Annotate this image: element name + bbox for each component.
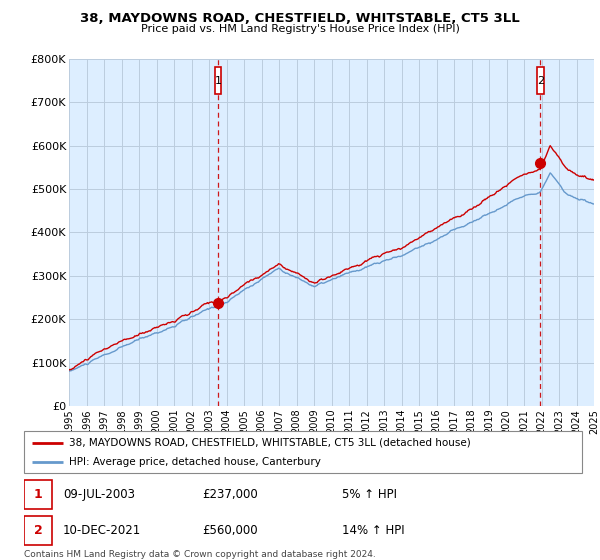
Text: 2: 2 <box>537 76 544 86</box>
Text: 09-JUL-2003: 09-JUL-2003 <box>63 488 135 501</box>
Text: 1: 1 <box>34 488 43 501</box>
FancyBboxPatch shape <box>538 67 544 94</box>
Text: 10-DEC-2021: 10-DEC-2021 <box>63 524 142 537</box>
Text: £560,000: £560,000 <box>203 524 258 537</box>
FancyBboxPatch shape <box>24 479 52 509</box>
Text: 1: 1 <box>215 76 221 86</box>
Text: Contains HM Land Registry data © Crown copyright and database right 2024.
This d: Contains HM Land Registry data © Crown c… <box>24 550 376 560</box>
FancyBboxPatch shape <box>24 516 52 545</box>
Text: Price paid vs. HM Land Registry's House Price Index (HPI): Price paid vs. HM Land Registry's House … <box>140 24 460 34</box>
Text: 2: 2 <box>34 524 43 537</box>
FancyBboxPatch shape <box>215 67 221 94</box>
FancyBboxPatch shape <box>24 431 582 473</box>
Text: HPI: Average price, detached house, Canterbury: HPI: Average price, detached house, Cant… <box>68 457 320 467</box>
Text: £237,000: £237,000 <box>203 488 259 501</box>
Text: 38, MAYDOWNS ROAD, CHESTFIELD, WHITSTABLE, CT5 3LL: 38, MAYDOWNS ROAD, CHESTFIELD, WHITSTABL… <box>80 12 520 25</box>
Text: 14% ↑ HPI: 14% ↑ HPI <box>342 524 404 537</box>
Text: 38, MAYDOWNS ROAD, CHESTFIELD, WHITSTABLE, CT5 3LL (detached house): 38, MAYDOWNS ROAD, CHESTFIELD, WHITSTABL… <box>68 437 470 447</box>
Text: 5% ↑ HPI: 5% ↑ HPI <box>342 488 397 501</box>
